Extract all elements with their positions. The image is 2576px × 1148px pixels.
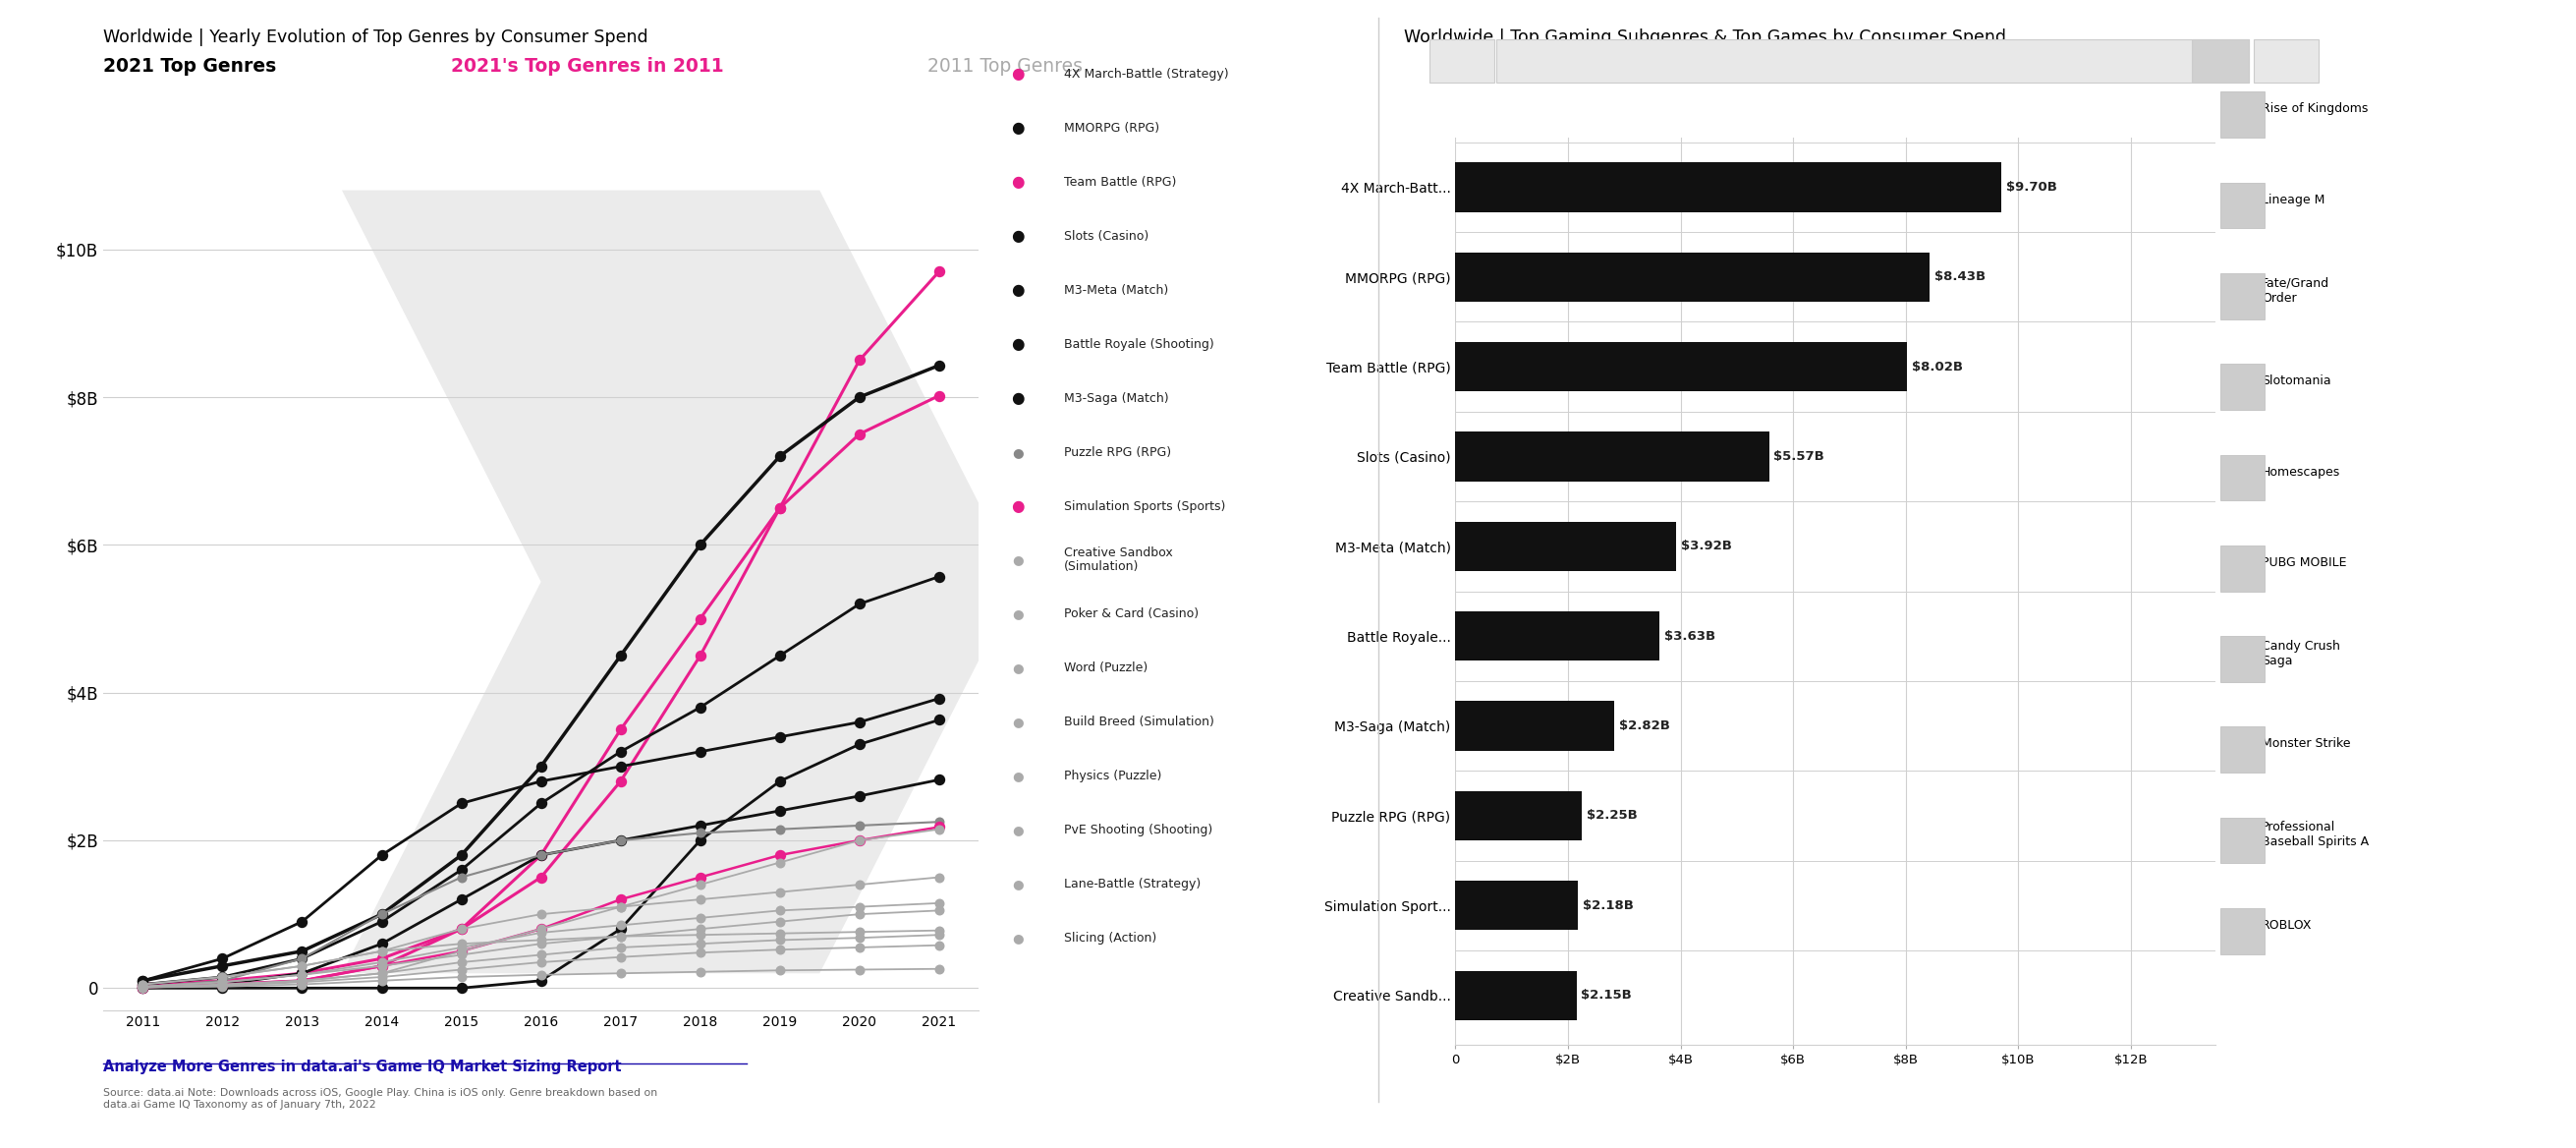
Text: Slotomania: Slotomania [2262,374,2331,388]
Text: ●: ● [1010,122,1025,135]
Text: ●: ● [1010,284,1025,297]
Bar [1455,791,1582,840]
Text: $9.70B: $9.70B [2007,180,2056,194]
Text: >: > [2280,52,2293,70]
Text: Rise of Kingdoms: Rise of Kingdoms [2262,102,2367,116]
Text: v: v [2215,54,2226,68]
Bar [1455,612,1659,661]
Text: $5.57B: $5.57B [1772,450,1824,463]
Text: M3-Saga (Match): M3-Saga (Match) [1064,391,1170,405]
Text: $3.63B: $3.63B [1664,630,1716,643]
Text: $2.18B: $2.18B [1582,899,1633,912]
Text: Puzzle RPG (RPG): Puzzle RPG (RPG) [1064,445,1172,459]
Text: ●: ● [1012,931,1023,945]
Text: ●: ● [1012,445,1023,459]
Text: Creative Sandbox
(Simulation): Creative Sandbox (Simulation) [1064,546,1172,574]
Text: Poker & Card (Casino): Poker & Card (Casino) [1064,607,1198,621]
Text: 4X March-Battle (Strategy): 4X March-Battle (Strategy) [1064,68,1229,82]
Text: 2021: 2021 [1850,52,1896,70]
Text: ROBLOX: ROBLOX [2262,918,2313,932]
Text: ●: ● [1012,661,1023,675]
Text: 2011 Top Genres: 2011 Top Genres [927,57,1082,76]
Text: $8.43B: $8.43B [1935,271,1986,284]
Text: ●: ● [1010,499,1025,513]
Bar [1455,521,1677,571]
Text: Slots (Casino): Slots (Casino) [1064,230,1149,243]
Text: ●: ● [1012,877,1023,891]
Text: Homescapes: Homescapes [2262,465,2342,479]
Bar [1455,881,1579,930]
Text: Word (Puzzle): Word (Puzzle) [1064,661,1149,675]
Text: Physics (Puzzle): Physics (Puzzle) [1064,769,1162,783]
Text: Professional
Baseball Spirits A: Professional Baseball Spirits A [2262,821,2370,848]
Text: Team Battle (RPG): Team Battle (RPG) [1064,176,1177,189]
Bar [1455,701,1615,751]
Text: 2021 Top Genres: 2021 Top Genres [103,57,276,76]
Text: Fate/Grand
Order: Fate/Grand Order [2262,277,2329,304]
Bar [1455,253,1929,302]
Text: Lineage M: Lineage M [2262,193,2326,207]
Text: Candy Crush
Saga: Candy Crush Saga [2262,639,2339,667]
Text: $2.15B: $2.15B [1582,988,1631,1002]
Text: Slicing (Action): Slicing (Action) [1064,931,1157,945]
Text: ●: ● [1012,715,1023,729]
Text: Battle Royale (Shooting): Battle Royale (Shooting) [1064,338,1213,351]
Text: Analyze More Genres in data.ai's Game IQ Market Sizing Report: Analyze More Genres in data.ai's Game IQ… [103,1060,621,1075]
Bar [1455,163,2002,212]
Text: Monster Strike: Monster Strike [2262,737,2352,751]
Text: $2.82B: $2.82B [1618,720,1669,732]
Text: PUBG MOBILE: PUBG MOBILE [2262,556,2347,569]
Text: 2021's Top Genres in 2011: 2021's Top Genres in 2011 [451,57,724,76]
Text: PvE Shooting (Shooting): PvE Shooting (Shooting) [1064,823,1213,837]
Text: ●: ● [1010,391,1025,405]
Text: ●: ● [1012,769,1023,783]
Text: ●: ● [1012,607,1023,621]
Text: Build Breed (Simulation): Build Breed (Simulation) [1064,715,1213,729]
Text: Source: data.ai Note: Downloads across iOS, Google Play. China is iOS only. Genr: Source: data.ai Note: Downloads across i… [103,1088,657,1109]
Text: Worldwide | Top Gaming Subgenres & Top Games by Consumer Spend: Worldwide | Top Gaming Subgenres & Top G… [1404,29,2007,46]
Text: <: < [1455,52,1468,70]
Text: ●: ● [1012,553,1023,567]
Text: $3.92B: $3.92B [1680,540,1731,552]
Polygon shape [343,191,1018,974]
Text: ●: ● [1010,176,1025,189]
Text: Simulation Sports (Sports): Simulation Sports (Sports) [1064,499,1226,513]
Text: Worldwide | Yearly Evolution of Top Genres by Consumer Spend: Worldwide | Yearly Evolution of Top Genr… [103,29,649,46]
Bar [1455,432,1770,481]
Text: $2.25B: $2.25B [1587,809,1638,822]
Text: ●: ● [1012,823,1023,837]
Text: M3-Meta (Match): M3-Meta (Match) [1064,284,1170,297]
Text: MMORPG (RPG): MMORPG (RPG) [1064,122,1159,135]
Bar [1455,970,1577,1019]
Bar [1455,342,1906,391]
Text: ●: ● [1010,68,1025,82]
Text: ●: ● [1010,338,1025,351]
Text: $8.02B: $8.02B [1911,360,1963,373]
Text: Lane-Battle (Strategy): Lane-Battle (Strategy) [1064,877,1200,891]
Text: ●: ● [1010,230,1025,243]
